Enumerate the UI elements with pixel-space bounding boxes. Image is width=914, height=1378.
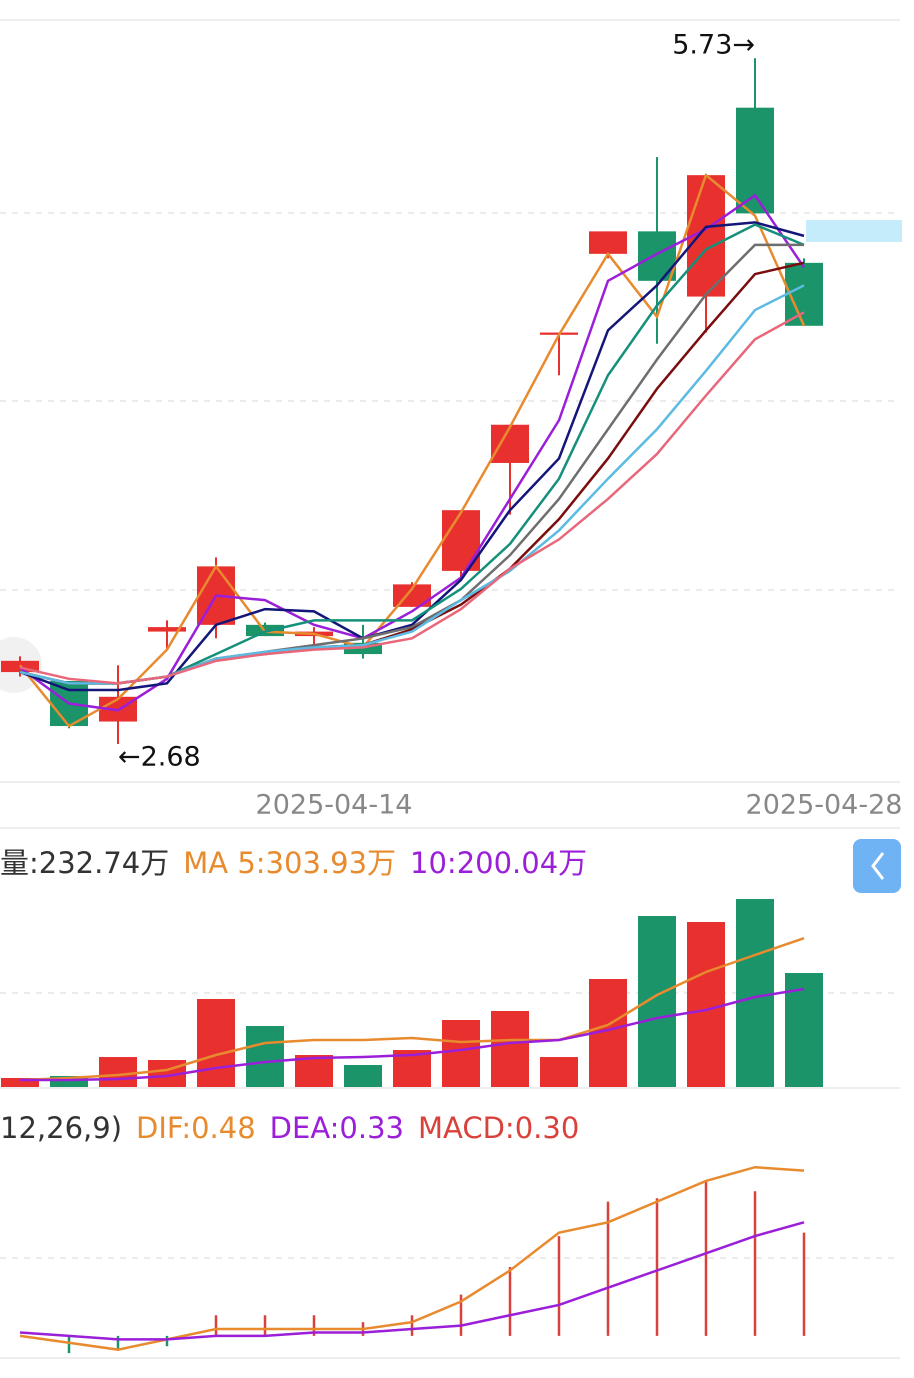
- line: [19, 173, 806, 728]
- header-text: DEA:0.33: [270, 1111, 404, 1145]
- x-tick-label: 2025-04-14: [256, 790, 413, 821]
- collapse-button[interactable]: [853, 839, 901, 893]
- volume-bar: [295, 1055, 333, 1087]
- header-text: DIF:0.48: [136, 1111, 256, 1145]
- line: [19, 311, 805, 685]
- candle-body: [148, 627, 186, 632]
- volume-bar: [50, 1075, 88, 1087]
- annotation: 5.73→: [672, 30, 755, 61]
- price-tag: [806, 220, 902, 242]
- candle-body: [638, 231, 676, 281]
- volume-bar: [736, 899, 774, 1087]
- x-tick-label: 2025-04-28: [746, 790, 903, 821]
- header-text: MA 5:303.93万: [183, 846, 396, 880]
- volume-bar: [491, 1010, 529, 1087]
- line: [19, 1165, 805, 1351]
- candle-body: [589, 231, 627, 254]
- header-text: 量:232.74万: [0, 846, 169, 880]
- annotation: ←2.68: [118, 742, 201, 773]
- volume-bar: [442, 1019, 480, 1087]
- volume-bar: [540, 1057, 578, 1087]
- line: [20, 987, 805, 1082]
- volume-bar: [638, 916, 676, 1087]
- volume-bar: [344, 1065, 382, 1087]
- line: [19, 221, 805, 692]
- button-icon[interactable]: [871, 852, 885, 880]
- header-text: MACD:0.30: [418, 1111, 579, 1145]
- volume-bar: [687, 921, 725, 1087]
- line: [19, 193, 806, 712]
- line: [19, 936, 805, 1082]
- candle-body: [491, 424, 529, 463]
- volume-bar: [197, 998, 235, 1087]
- header-text: 12,26,9): [0, 1111, 122, 1145]
- volume-bar: [99, 1057, 137, 1087]
- button-background[interactable]: [853, 839, 901, 893]
- line: [19, 1221, 805, 1341]
- volume-bar: [1, 1077, 39, 1087]
- volume-bar: [246, 1026, 284, 1087]
- header-text: 10:200.04万: [410, 846, 587, 880]
